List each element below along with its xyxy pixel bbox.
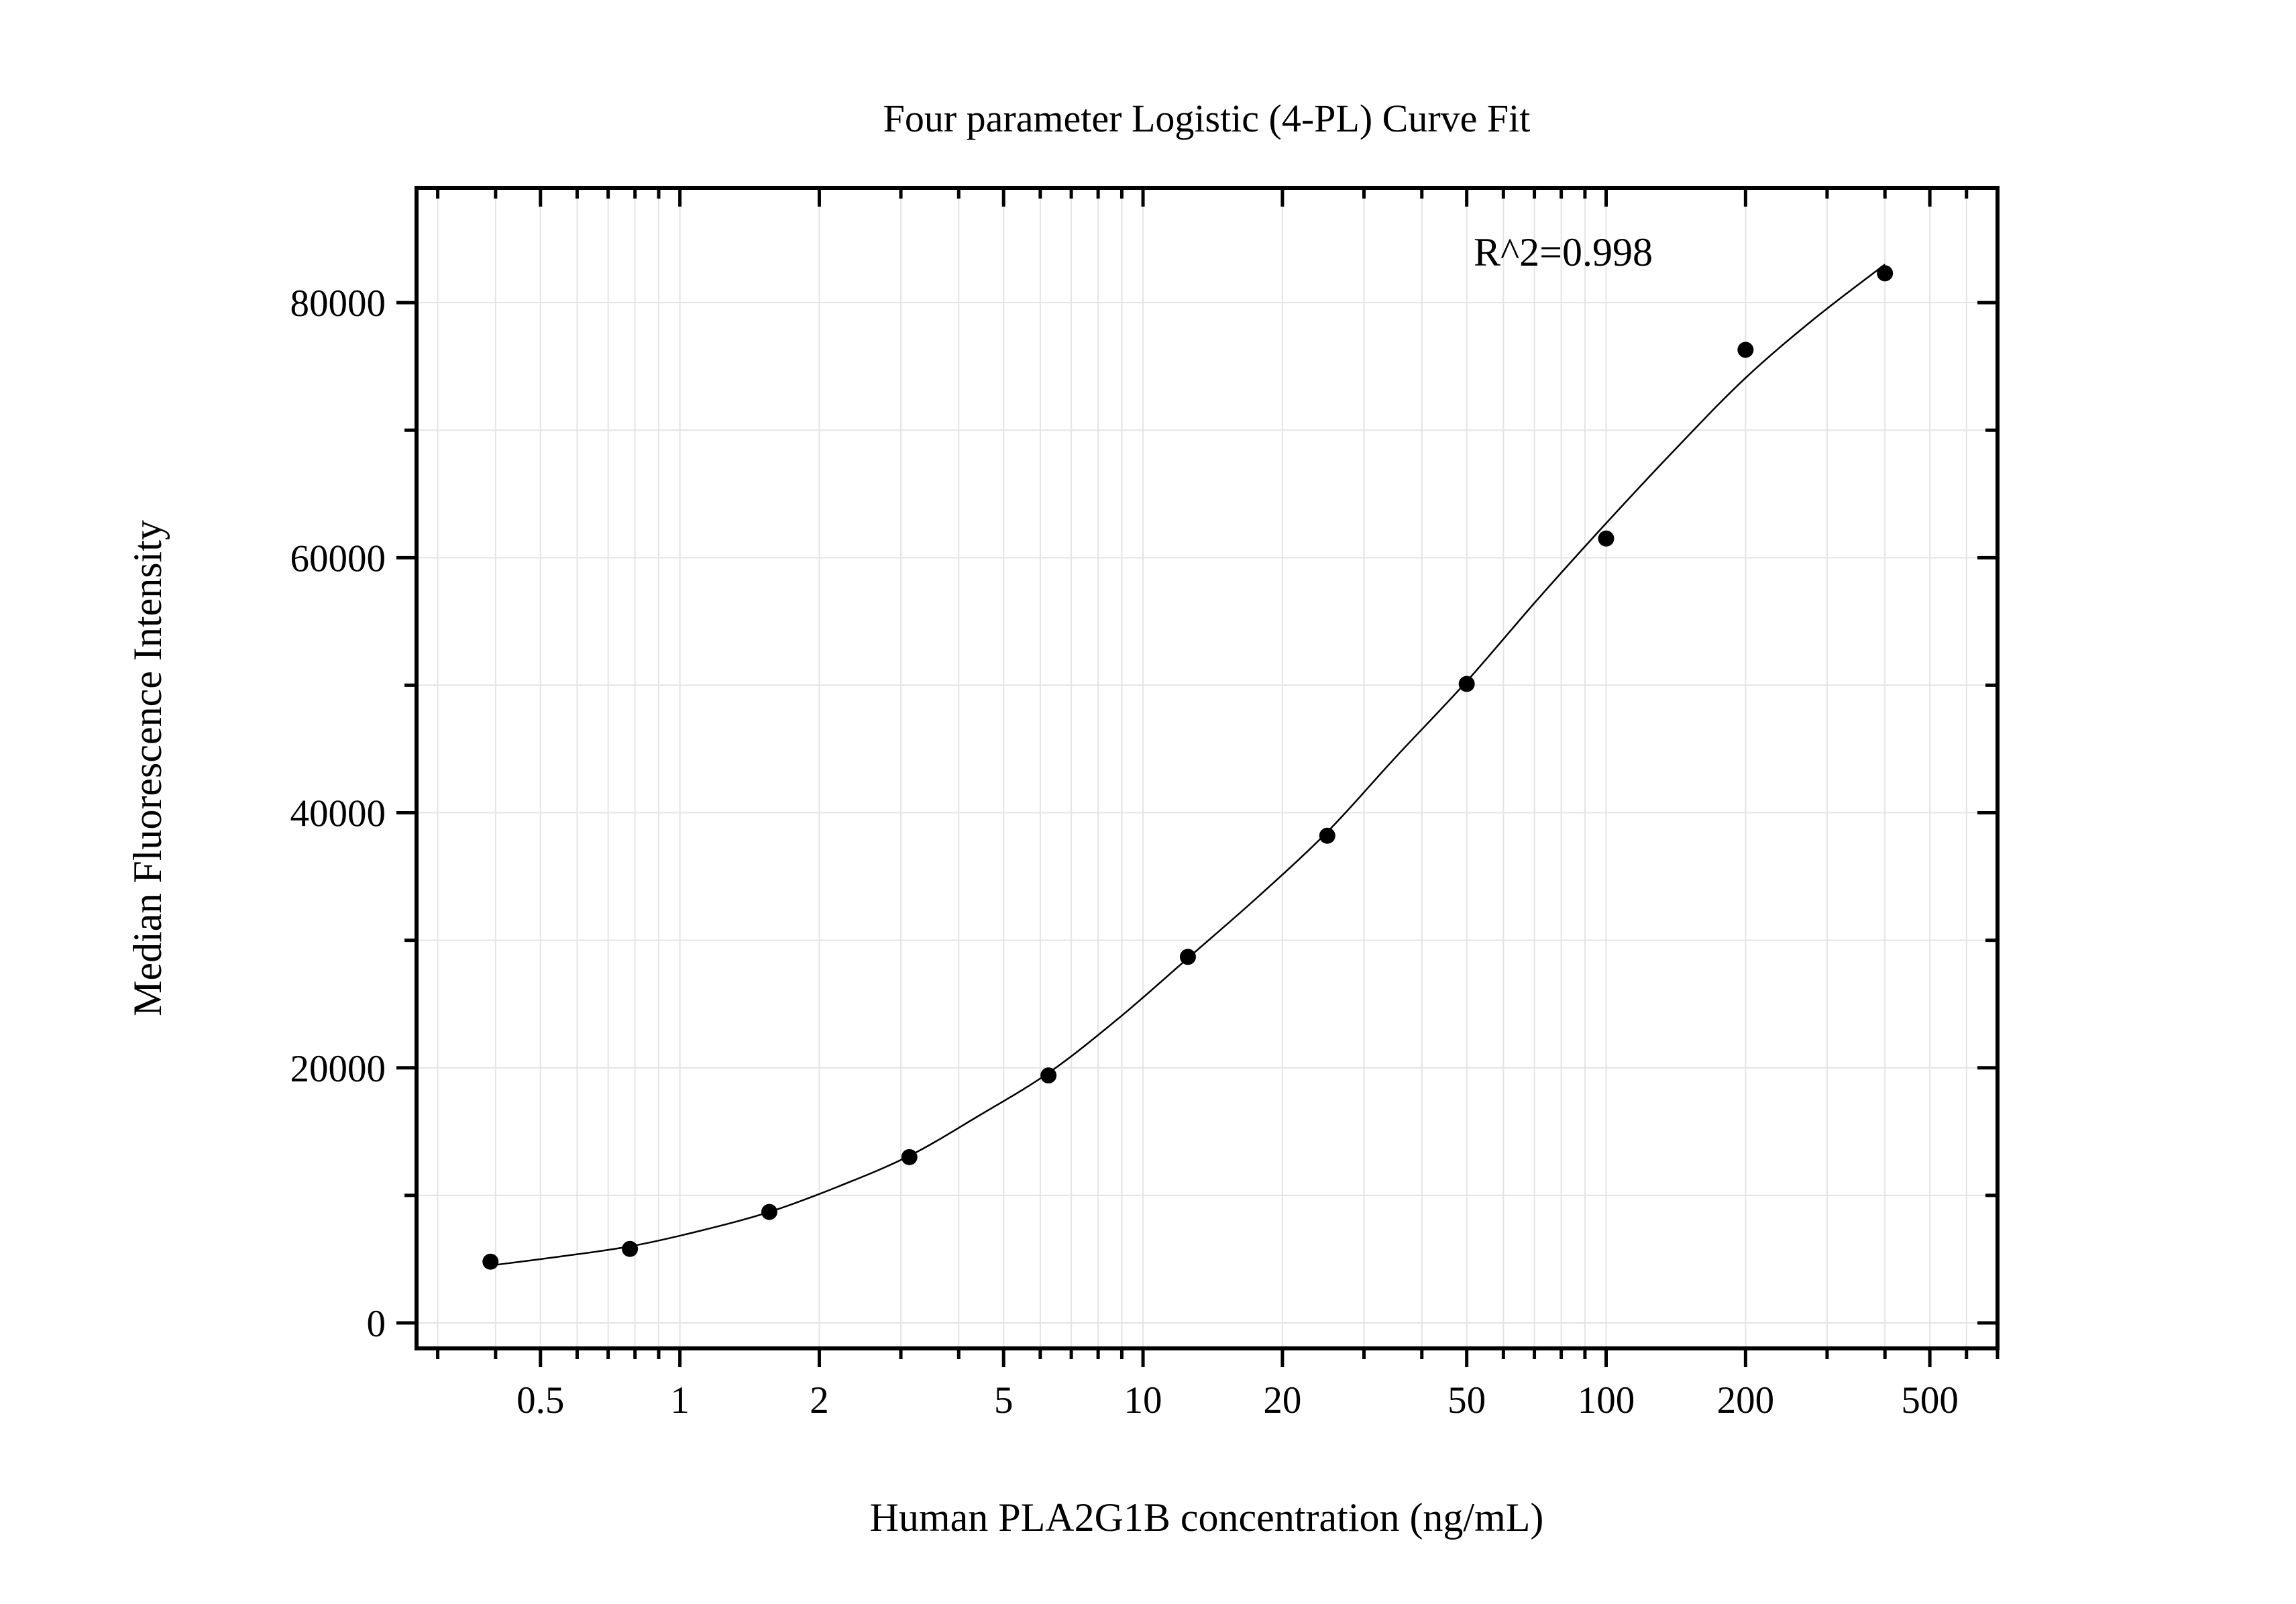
- x-axis-label: Human PLA2G1B concentration (ng/mL): [870, 1495, 1544, 1540]
- y-tick-label: 60000: [290, 537, 386, 580]
- x-tick-label: 50: [1447, 1379, 1486, 1422]
- x-tick-label: 0.5: [516, 1379, 564, 1422]
- data-point: [761, 1204, 777, 1220]
- y-tick-label: 40000: [290, 793, 386, 835]
- data-point: [1877, 265, 1894, 282]
- data-point: [482, 1253, 499, 1270]
- grid-lines: [417, 188, 1998, 1348]
- x-tick-label: 1: [670, 1379, 690, 1422]
- x-tick-label: 20: [1263, 1379, 1301, 1422]
- x-tick-labels: 0.5 1 2 5 10 20 50 100 200 500: [516, 1379, 1959, 1422]
- y-axis-label: Median Fluorescence Intensity: [125, 520, 170, 1016]
- x-tick-label: 500: [1901, 1379, 1959, 1422]
- y-tick-label: 80000: [290, 282, 386, 325]
- plot-frame: [415, 186, 2000, 1350]
- data-points: [482, 265, 1894, 1270]
- fit-curve-layer: [490, 264, 1885, 1267]
- x-tick-label: 100: [1578, 1379, 1635, 1422]
- axis-ticks: [396, 188, 2000, 1367]
- y-tick-label: 20000: [290, 1048, 386, 1090]
- data-point: [1598, 530, 1615, 547]
- y-tick-label: 0: [367, 1303, 386, 1345]
- x-tick-label: 200: [1717, 1379, 1775, 1422]
- data-point: [901, 1148, 918, 1165]
- data-point: [1319, 827, 1335, 844]
- x-tick-label: 5: [994, 1379, 1014, 1422]
- y-tick-labels: 0 20000 40000 60000 80000: [290, 282, 386, 1345]
- x-tick-label: 2: [810, 1379, 829, 1422]
- chart-title: Four parameter Logistic (4-PL) Curve Fit: [883, 97, 1531, 140]
- r-squared-annotation: R^2=0.998: [1474, 230, 1653, 274]
- x-tick-label: 10: [1124, 1379, 1162, 1422]
- data-point: [622, 1240, 639, 1257]
- data-point: [1737, 341, 1754, 358]
- fit-curve: [490, 264, 1885, 1267]
- data-point: [1458, 676, 1475, 692]
- data-point: [1040, 1067, 1057, 1084]
- data-point: [1179, 949, 1196, 965]
